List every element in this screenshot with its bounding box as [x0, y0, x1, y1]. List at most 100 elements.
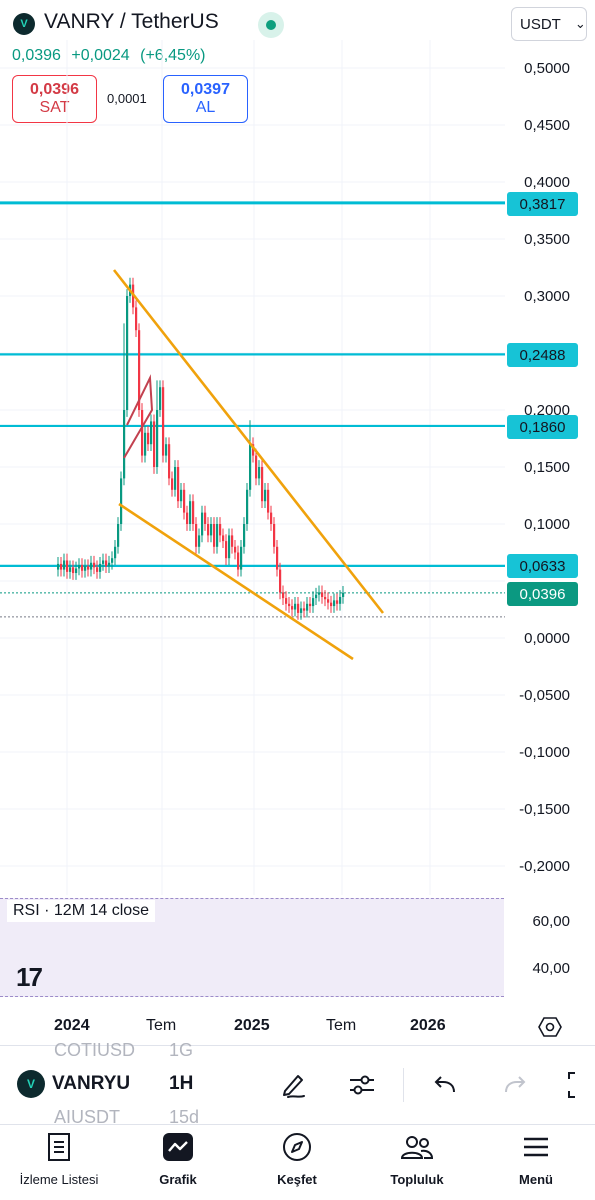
time-axis-label: 2024	[54, 1017, 90, 1034]
candle-body	[237, 552, 240, 570]
pen-icon[interactable]	[278, 1069, 308, 1099]
candle-body	[219, 524, 222, 536]
rsi-axis-label: 40,00	[532, 960, 570, 977]
candle-body	[333, 600, 336, 607]
candle-body	[186, 512, 189, 524]
time-axis-label: Tem	[326, 1017, 357, 1034]
candle-body	[321, 592, 324, 597]
symbol-title[interactable]: VANRY / TetherUS	[44, 10, 219, 33]
time-axis-label: 2026	[410, 1017, 446, 1034]
candle-body	[276, 546, 279, 570]
candle-body	[264, 489, 267, 502]
redo-icon[interactable]	[500, 1071, 530, 1101]
candle-body	[114, 546, 117, 559]
price-axis-label: 0,3000	[524, 288, 570, 305]
candle-body	[120, 478, 123, 524]
candle-body	[156, 410, 159, 467]
nav-item-explore[interactable]: Keşfet	[247, 1132, 347, 1187]
candle-body	[144, 432, 147, 456]
menu-icon	[524, 1137, 548, 1157]
candle-body	[216, 524, 219, 547]
nav-item-chart[interactable]: Grafik	[128, 1132, 228, 1187]
candle-body	[207, 524, 210, 536]
price-change-percent: (+6,45%)	[140, 47, 206, 64]
candle-body	[201, 512, 204, 536]
candle-body	[315, 594, 318, 599]
toolbar-symbol[interactable]: VANRYU	[52, 1073, 131, 1094]
price-axis-label: 0,2000	[524, 402, 570, 419]
candle-body	[327, 599, 330, 603]
candle-body	[111, 558, 114, 563]
toolbar-symbol-logo: V	[17, 1070, 45, 1098]
candle-body	[75, 568, 78, 574]
candle-body	[231, 535, 234, 547]
fullscreen-icon[interactable]	[564, 1070, 590, 1100]
candle-body	[309, 603, 312, 607]
price-axis-label: 0,1000	[524, 516, 570, 533]
nav-item-watchlist[interactable]: İzleme Listesi	[9, 1132, 109, 1187]
candle-body	[294, 603, 297, 610]
candle-body	[168, 444, 171, 479]
spread-value: 0,0001	[107, 91, 147, 106]
time-axis-label: 2025	[234, 1017, 270, 1034]
candle-body	[183, 489, 186, 513]
nav-item-community[interactable]: Topluluk	[367, 1132, 467, 1187]
candle-body	[240, 546, 243, 570]
candle-body	[255, 455, 258, 479]
candle-body	[288, 603, 291, 607]
candle-body	[261, 467, 264, 502]
candle-body	[171, 478, 174, 490]
candle-body	[195, 524, 198, 547]
undo-icon[interactable]	[430, 1071, 460, 1101]
candle-body	[303, 608, 306, 611]
candle-body	[246, 489, 249, 524]
candle-body	[66, 560, 69, 572]
last-price: 0,0396	[12, 47, 61, 64]
candle-body	[93, 562, 96, 568]
candle-body	[135, 307, 138, 331]
channel-upper-line	[112, 269, 385, 614]
chart-settings-icon[interactable]	[538, 1015, 562, 1039]
nav-label: Keşfet	[277, 1172, 317, 1187]
price-axis-label: 0,5000	[524, 60, 570, 77]
price-change: +0,0024	[71, 47, 130, 64]
price-axis-label: 0,4000	[524, 174, 570, 191]
rsi-indicator-label[interactable]: RSI · 12M 14 close	[7, 900, 156, 922]
price-axis-label: 0,0000	[524, 630, 570, 647]
candle-body	[324, 596, 327, 600]
candle-body	[198, 535, 201, 547]
candle-body	[192, 501, 195, 524]
chart-grid	[0, 40, 505, 895]
level-tag: 0,2488	[507, 343, 578, 367]
ghost-interval: 1G	[169, 1040, 194, 1060]
candle-body	[147, 432, 150, 445]
candle-body	[162, 387, 165, 456]
candle-body	[138, 330, 141, 410]
candle-body	[108, 562, 111, 567]
candle-body	[177, 467, 180, 502]
candle-body	[87, 566, 90, 570]
candle-body	[84, 566, 87, 571]
toolbar-interval[interactable]: 1H	[169, 1073, 194, 1094]
candle-body	[225, 541, 228, 559]
last-price-tag: 0,0396	[507, 582, 578, 606]
compass-icon	[283, 1133, 311, 1161]
price-axis-label: -0,0500	[519, 687, 570, 704]
price-chart[interactable]	[0, 40, 505, 895]
candle-body	[306, 603, 309, 611]
settings-sliders-icon[interactable]	[347, 1070, 377, 1100]
candle-body	[159, 387, 162, 410]
candle-body	[165, 444, 168, 456]
market-open-indicator	[258, 12, 284, 38]
candle-body	[63, 560, 66, 570]
time-axis-label: Tem	[146, 1017, 177, 1034]
candle-body	[90, 562, 93, 570]
horizontal-levels	[0, 201, 505, 618]
candle-body	[243, 524, 246, 547]
buy-button[interactable]: 0,0397 AL	[163, 75, 248, 123]
candle-body	[270, 512, 273, 524]
nav-item-menu[interactable]: Menü	[486, 1132, 586, 1187]
candle-body	[312, 598, 315, 607]
currency-selector[interactable]: USDT ⌄	[511, 7, 587, 41]
price-axis-label: -0,1000	[519, 744, 570, 761]
